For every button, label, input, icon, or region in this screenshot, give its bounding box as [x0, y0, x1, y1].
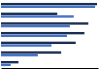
bar	[1, 44, 51, 46]
x-axis	[2, 68, 99, 69]
bar	[1, 35, 67, 37]
bar	[1, 61, 18, 63]
bar	[1, 22, 88, 24]
chart	[0, 0, 100, 71]
bar	[1, 13, 57, 15]
bar	[1, 42, 76, 44]
bars	[1, 3, 97, 66]
bar	[1, 51, 61, 53]
bar	[1, 54, 38, 56]
bar	[1, 3, 97, 5]
bar	[1, 15, 74, 17]
plot	[1, 3, 99, 69]
bar	[1, 25, 70, 27]
axis-line	[2, 68, 99, 69]
bar	[1, 32, 84, 34]
bar	[1, 6, 95, 8]
bar	[1, 64, 11, 66]
